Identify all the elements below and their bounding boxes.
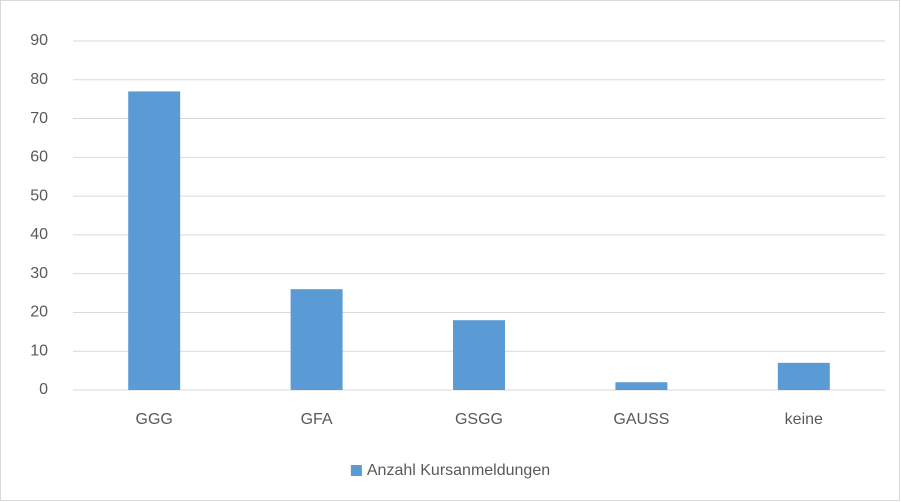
x-tick-label: GSGG	[455, 411, 503, 428]
legend-swatch	[350, 465, 362, 476]
y-tick-label: 20	[30, 304, 48, 321]
bar	[615, 382, 668, 390]
y-tick-label: 90	[30, 32, 48, 49]
y-tick-label: 10	[30, 342, 48, 359]
y-tick-label: 70	[30, 110, 48, 127]
x-tick-label: GFA	[301, 411, 333, 428]
legend-label: Anzahl Kursanmeldungen	[367, 462, 550, 479]
y-tick-label: 50	[30, 187, 48, 204]
x-tick-label: GGG	[136, 411, 173, 428]
bar	[453, 320, 505, 390]
bar	[290, 289, 343, 390]
y-tick-label: 60	[30, 149, 48, 166]
x-tick-label: keine	[785, 411, 823, 428]
y-tick-label: 30	[30, 265, 48, 282]
y-tick-label: 80	[30, 71, 48, 88]
x-tick-label: GAUSS	[613, 411, 669, 428]
y-tick-label: 0	[39, 381, 48, 398]
bar	[777, 362, 830, 390]
y-tick-label: 40	[30, 226, 48, 243]
bar	[128, 91, 181, 391]
